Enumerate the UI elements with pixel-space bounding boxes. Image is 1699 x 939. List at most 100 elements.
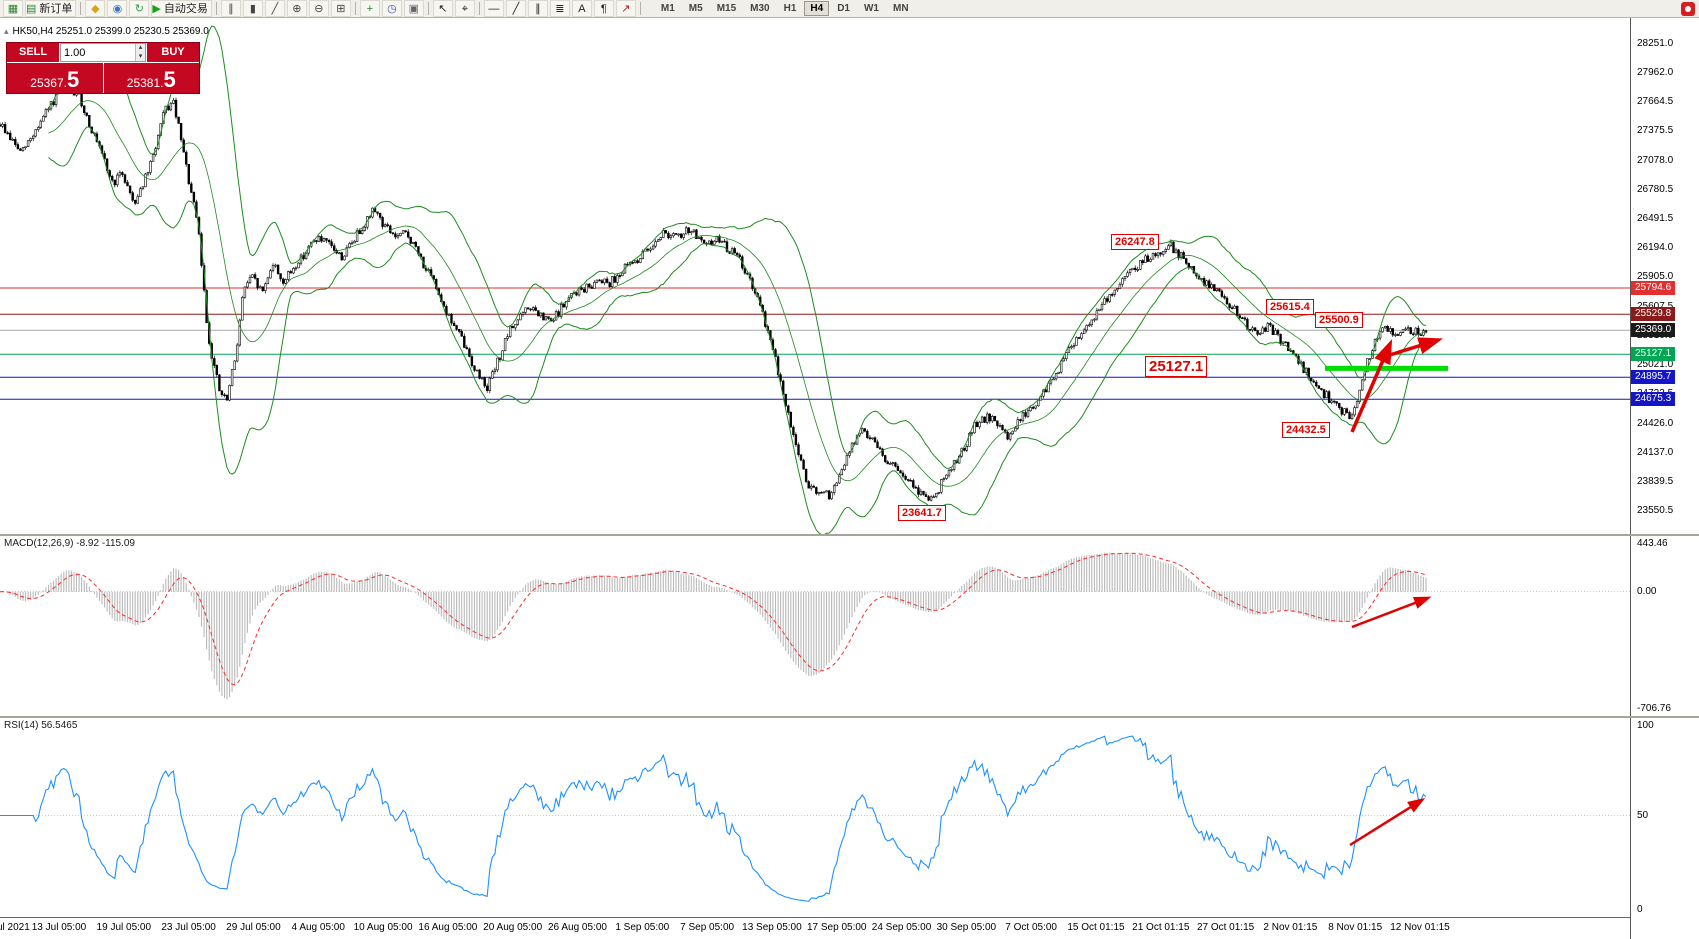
timeframe-M30[interactable]: M30 bbox=[750, 3, 770, 14]
macd-pane: MACD(12,26,9) -8.92 -115.09 bbox=[0, 536, 1630, 716]
zoom-out-icon[interactable]: ⊖ bbox=[308, 0, 329, 17]
volume-up-icon[interactable]: ▴ bbox=[136, 44, 145, 53]
price-scale-label: 27962.0 bbox=[1637, 66, 1674, 78]
metaeditor-icon[interactable]: ◆ bbox=[85, 0, 106, 17]
price-annotation[interactable]: 25500.9 bbox=[1315, 312, 1363, 328]
rsi-plot[interactable] bbox=[0, 718, 1630, 917]
price-scale-label: 25607.5 bbox=[1637, 300, 1674, 312]
price-plot[interactable] bbox=[0, 18, 1630, 534]
time-label: 17 Sep 05:00 bbox=[806, 922, 867, 933]
time-label: 2 Nov 01:15 bbox=[1263, 922, 1318, 933]
timeframe-H1[interactable]: H1 bbox=[783, 3, 797, 14]
price-tag-24895.7[interactable]: 24895.7 bbox=[1631, 370, 1676, 385]
time-label: 1 Sep 05:00 bbox=[615, 922, 670, 933]
toolbar: ▦ ▤ 新订单 ◆ ◉ ↻ ▶ 自动交易 ∥ ▮ ╱ ⊕ ⊖ ⊞ + ◷ ▣ ↖ ⌖ ― ╱ ∥ ≣ A ¶ ↗ M1 M5 M15 M… bbox=[0, 0, 1699, 18]
time-label: 21 Oct 01:15 bbox=[1132, 922, 1190, 933]
new-chart-icon[interactable]: + bbox=[359, 0, 380, 17]
channel-icon[interactable]: ∥ bbox=[527, 0, 548, 17]
crosshair-icon[interactable]: ⌖ bbox=[454, 0, 475, 17]
buy-price[interactable]: 25381. 5 bbox=[103, 63, 199, 93]
rsi-label: RSI(14) 56.5465 bbox=[4, 720, 78, 731]
sell-button[interactable]: SELL bbox=[7, 43, 59, 62]
price-scale-label: 24137.0 bbox=[1637, 446, 1674, 458]
time-label: 27 Oct 01:15 bbox=[1196, 922, 1255, 933]
price-scale-label: 27078.0 bbox=[1637, 154, 1674, 166]
price-annotation[interactable]: 26247.8 bbox=[1111, 234, 1159, 250]
timeframe-MN[interactable]: MN bbox=[892, 3, 909, 14]
pane-separator[interactable] bbox=[0, 716, 1699, 718]
price-annotation[interactable]: 25127.1 bbox=[1145, 356, 1208, 377]
price-annotation[interactable]: 24432.5 bbox=[1282, 422, 1330, 438]
macd-scale-min: -706.76 bbox=[1637, 703, 1671, 714]
arrows-icon[interactable]: ↗ bbox=[615, 0, 636, 17]
price-annotation[interactable]: 23641.7 bbox=[898, 505, 946, 521]
price-tag-24675.3[interactable]: 24675.3 bbox=[1631, 392, 1676, 407]
price-scale-label: 26780.5 bbox=[1637, 184, 1674, 196]
timeframe-D1[interactable]: D1 bbox=[837, 3, 850, 14]
chart-window-icon[interactable]: ▦ bbox=[3, 0, 23, 17]
timeframe-M5[interactable]: M5 bbox=[688, 3, 703, 14]
price-tag-25794.6[interactable]: 25794.6 bbox=[1631, 281, 1676, 295]
time-label: 24 Sep 05:00 bbox=[871, 922, 932, 933]
period-icon[interactable]: ◷ bbox=[381, 0, 402, 17]
candlestick-icon[interactable]: ▮ bbox=[242, 0, 263, 17]
time-label: 10 Aug 05:00 bbox=[353, 922, 413, 933]
price-tag-25127.1[interactable]: 25127.1 bbox=[1631, 347, 1676, 362]
price-tag-25529.8[interactable]: 25529.8 bbox=[1631, 307, 1676, 322]
zoom-in-icon[interactable]: ⊕ bbox=[286, 0, 307, 17]
trendline-icon[interactable]: ╱ bbox=[505, 0, 526, 17]
fibonacci-icon[interactable]: ≣ bbox=[549, 0, 570, 17]
time-label: 7 Sep 05:00 bbox=[680, 922, 735, 933]
snapshot-icon[interactable]: ▣ bbox=[403, 0, 424, 17]
time-label: 7 Oct 05:00 bbox=[1005, 922, 1057, 933]
sell-price[interactable]: 25367. 5 bbox=[7, 63, 103, 93]
price-scale-label: 24426.0 bbox=[1637, 417, 1674, 429]
hline-icon[interactable]: ― bbox=[483, 0, 504, 17]
rsi-scale-mid: 50 bbox=[1637, 809, 1649, 821]
time-label: 23 Jul 05:00 bbox=[161, 922, 216, 933]
text-icon[interactable]: A bbox=[571, 0, 592, 17]
buy-price-big-digit: 5 bbox=[163, 67, 176, 92]
price-scale-label: 23550.5 bbox=[1637, 504, 1674, 516]
macd-plot[interactable] bbox=[0, 536, 1630, 716]
timeframe-W1[interactable]: W1 bbox=[863, 3, 879, 14]
bar-chart-icon[interactable]: ∥ bbox=[220, 0, 241, 17]
volume-field: ▴▾ bbox=[60, 43, 146, 62]
buy-price-main: 25381. bbox=[126, 76, 164, 90]
price-scale[interactable]: 28251.0 27962.0 27664.5 27375.5 27078.0 26780… bbox=[1630, 18, 1699, 939]
new-order-button[interactable]: ▤ 新订单 bbox=[25, 0, 77, 17]
rsi-scale-max: 100 bbox=[1637, 720, 1654, 731]
timeframe-M15[interactable]: M15 bbox=[716, 3, 737, 14]
macd-scale-max: 443.46 bbox=[1637, 538, 1668, 549]
label-icon[interactable]: ¶ bbox=[593, 0, 614, 17]
rsi-scale-min: 0 bbox=[1637, 904, 1643, 915]
tile-windows-icon[interactable]: ⊞ bbox=[330, 0, 351, 17]
time-label: 15 Oct 01:15 bbox=[1067, 922, 1125, 933]
toolbar-separator bbox=[215, 2, 217, 15]
buy-button[interactable]: BUY bbox=[147, 43, 199, 62]
price-annotation[interactable]: 25615.4 bbox=[1266, 299, 1314, 315]
time-label: 13 Jul 05:00 bbox=[31, 922, 87, 933]
new-order-button-label: 新订单 bbox=[39, 2, 73, 15]
one-click-collapse-icon[interactable]: ▴ bbox=[4, 26, 9, 36]
community-icon[interactable]: ◉ bbox=[107, 0, 128, 17]
pane-separator[interactable] bbox=[0, 534, 1699, 536]
timeframe-H4[interactable]: H4 bbox=[804, 1, 830, 16]
cursor-icon[interactable]: ↖ bbox=[432, 0, 453, 17]
sell-price-main: 25367. bbox=[30, 76, 67, 90]
volume-down-icon[interactable]: ▾ bbox=[136, 52, 145, 61]
line-chart-icon[interactable]: ╱ bbox=[264, 0, 285, 17]
timeframe-group: M1 M5 M15 M30 H1 H4 D1 W1 MN bbox=[654, 1, 916, 16]
time-label: 19 Jul 05:00 bbox=[96, 922, 152, 933]
time-label: 13 Sep 05:00 bbox=[742, 922, 802, 933]
one-click-trading-panel: SELL ▴▾ BUY 25367.5 25381.5 bbox=[6, 42, 200, 94]
price-tag-25369.0[interactable]: 25369.0 bbox=[1631, 323, 1676, 338]
toolbar-separator bbox=[80, 2, 82, 15]
volume-input[interactable] bbox=[61, 44, 136, 61]
notification-icon[interactable] bbox=[1681, 2, 1695, 16]
autotrading-button[interactable]: ▶ 自动交易 bbox=[151, 0, 212, 17]
refresh-icon[interactable]: ↻ bbox=[129, 0, 150, 17]
time-label: 20 Aug 05:00 bbox=[483, 922, 543, 933]
timeframe-M1[interactable]: M1 bbox=[660, 3, 675, 14]
